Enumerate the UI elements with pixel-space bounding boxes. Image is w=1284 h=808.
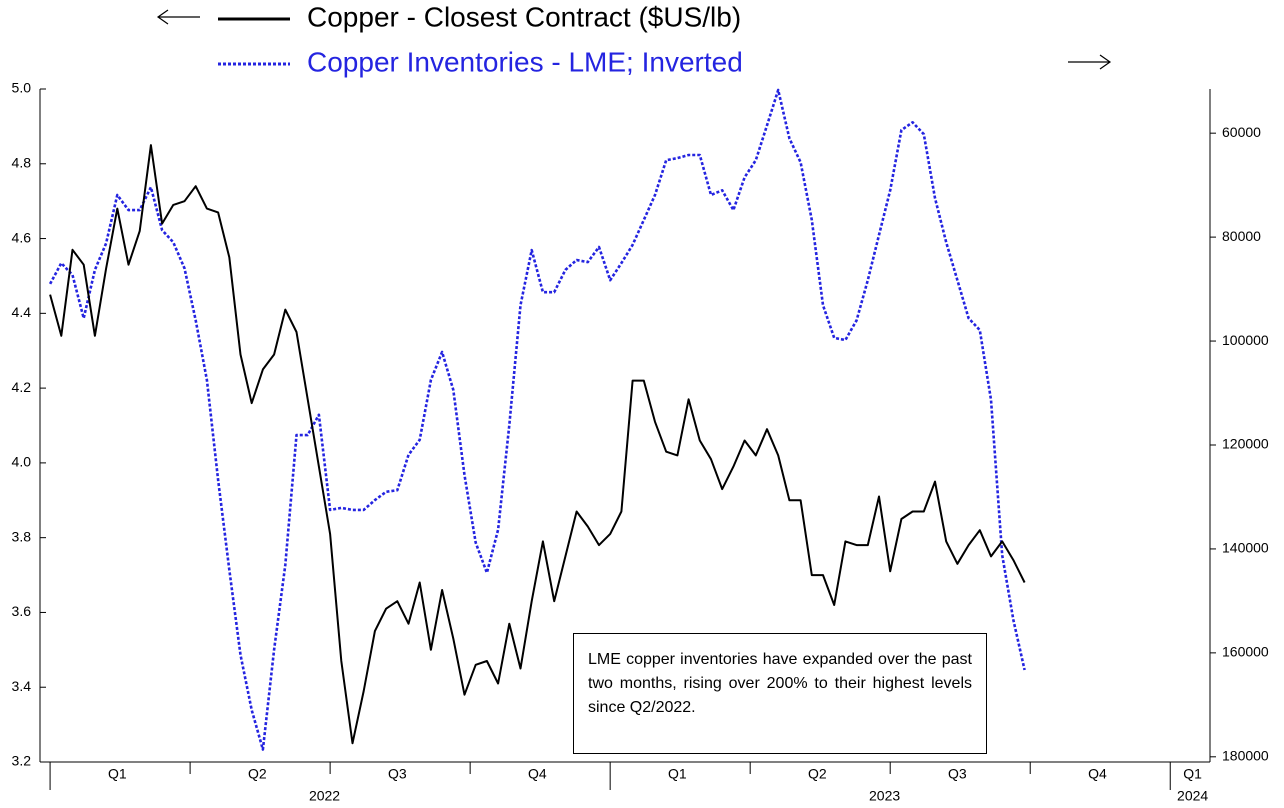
x-year-label: 2024 <box>1177 788 1208 804</box>
x-tick-label: Q4 <box>528 766 547 782</box>
right-arrow <box>1068 54 1112 70</box>
y-tick-label: 5.0 <box>12 80 32 96</box>
x-year-label: 2022 <box>309 788 340 804</box>
y2-tick-label: 140000 <box>1222 540 1269 556</box>
y-tick-label: 4.0 <box>12 454 32 470</box>
x-tick-label: Q4 <box>1088 766 1107 782</box>
y-tick-label: 4.4 <box>12 304 32 320</box>
legend-label: Copper - Closest Contract ($US/lb) <box>307 1 741 32</box>
y-tick-label: 3.8 <box>12 528 32 544</box>
annotation: LME copper inventories have expanded ove… <box>573 633 987 754</box>
y-tick-label: 3.4 <box>12 678 32 694</box>
x-tick-label: Q2 <box>248 766 267 782</box>
y2-tick-label: 120000 <box>1222 436 1269 452</box>
series-line <box>49 144 1026 745</box>
y2-tick-label: 80000 <box>1222 228 1261 244</box>
x-tick-label: Q2 <box>808 766 827 782</box>
y2-tick-label: 160000 <box>1222 644 1269 660</box>
legend-label: Copper Inventories - LME; Inverted <box>307 46 743 77</box>
x-tick-label: Q1 <box>668 766 687 782</box>
y-tick-label: 4.2 <box>12 379 32 395</box>
x-tick-label: Q1 <box>108 766 127 782</box>
y-tick-label: 4.6 <box>12 229 32 245</box>
y-tick-label: 4.8 <box>12 154 32 170</box>
x-tick-label: Q3 <box>948 766 967 782</box>
x-tick-label: Q3 <box>388 766 407 782</box>
legend: Copper - Closest Contract ($US/lb) Coppe… <box>156 1 1112 77</box>
y-tick-label: 3.6 <box>12 603 32 619</box>
y2-tick-label: 100000 <box>1222 332 1269 348</box>
y2-tick-label: 180000 <box>1222 748 1269 764</box>
x-tick-label: Q1 <box>1183 766 1202 782</box>
y2-tick-label: 60000 <box>1222 124 1261 140</box>
x-year-label: 2023 <box>869 788 900 804</box>
axes-frame <box>39 89 1211 763</box>
series-line <box>48 88 1026 751</box>
y-tick-label: 3.2 <box>12 753 32 769</box>
left-arrow <box>156 9 200 25</box>
